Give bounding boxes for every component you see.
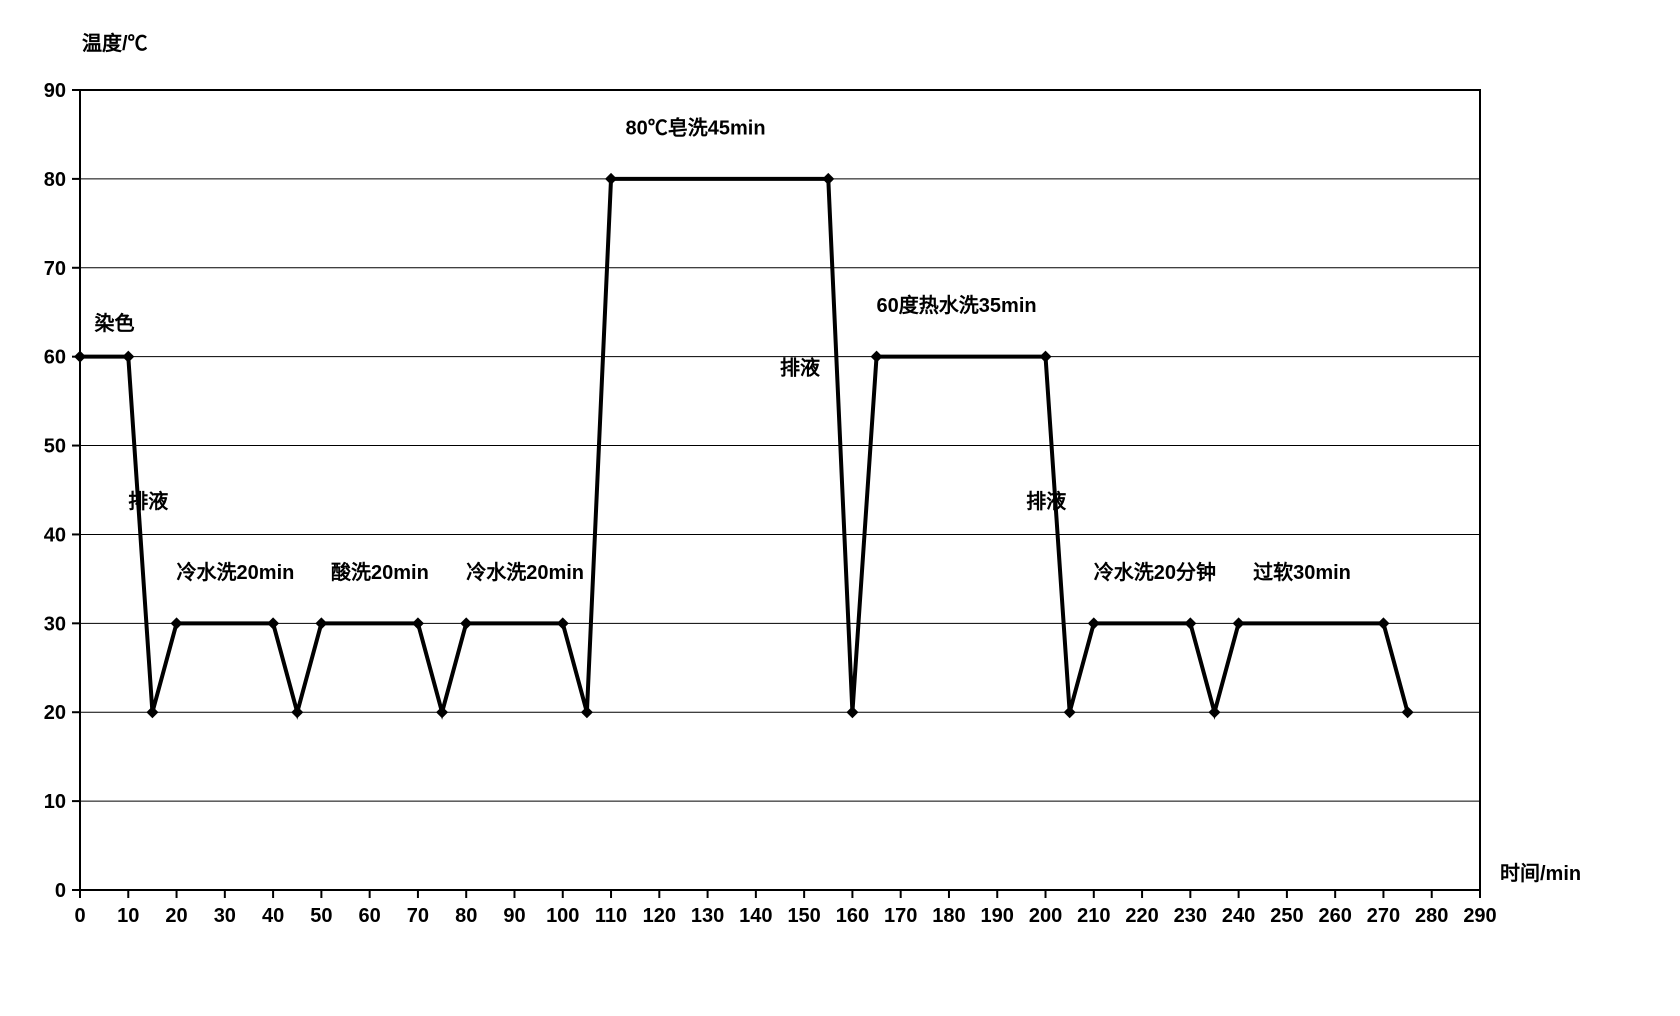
annotation: 排液 [128, 489, 169, 513]
x-tick-label: 120 [643, 905, 676, 927]
x-tick-label: 240 [1222, 905, 1255, 927]
x-tick-label: 80 [455, 905, 477, 927]
x-tick-label: 50 [310, 905, 332, 927]
x-tick-label: 200 [1029, 905, 1062, 927]
x-tick-label: 40 [262, 905, 284, 927]
x-tick-label: 250 [1270, 905, 1303, 927]
x-tick-label: 20 [165, 905, 187, 927]
x-tick-label: 220 [1125, 905, 1158, 927]
y-tick-label: 0 [55, 880, 66, 902]
y-tick-label: 50 [44, 436, 66, 458]
y-tick-label: 40 [44, 524, 66, 546]
x-tick-label: 130 [691, 905, 724, 927]
x-tick-label: 0 [74, 905, 85, 927]
x-tick-label: 30 [214, 905, 236, 927]
annotation: 排液 [780, 355, 821, 379]
x-tick-label: 190 [981, 905, 1014, 927]
y-tick-label: 20 [44, 702, 66, 724]
annotation: 排液 [1026, 489, 1067, 513]
x-tick-label: 140 [739, 905, 772, 927]
annotation: 冷水洗20分钟 [1094, 560, 1216, 584]
x-tick-label: 290 [1463, 905, 1496, 927]
x-tick-label: 160 [836, 905, 869, 927]
y-tick-label: 80 [44, 169, 66, 191]
x-axis-title: 时间/min [1500, 862, 1581, 885]
x-tick-label: 210 [1077, 905, 1110, 927]
annotation: 60度热水洗35min [877, 293, 1037, 317]
x-tick-label: 150 [787, 905, 820, 927]
x-tick-label: 70 [407, 905, 429, 927]
x-tick-label: 110 [595, 905, 627, 927]
y-tick-label: 60 [44, 347, 66, 369]
x-tick-label: 260 [1318, 905, 1351, 927]
y-axis-title: 温度/℃ [82, 31, 148, 55]
annotation: 酸洗20min [331, 560, 429, 584]
y-tick-label: 10 [44, 791, 66, 813]
x-tick-label: 90 [503, 905, 525, 927]
y-tick-label: 90 [44, 80, 66, 102]
x-tick-label: 270 [1367, 905, 1400, 927]
x-tick-label: 280 [1415, 905, 1448, 927]
x-tick-label: 230 [1174, 905, 1207, 927]
x-tick-label: 10 [117, 905, 139, 927]
x-tick-label: 100 [546, 905, 579, 927]
process-chart: 0 10 20 30 40 50 60 70 80 90 温度/℃ 0 10 20 30 40 50 60 70 80… [20, 20, 1660, 996]
annotation: 过软30min [1253, 560, 1351, 584]
x-tick-label: 60 [359, 905, 381, 927]
y-tick-label: 70 [44, 258, 66, 280]
annotation: 染色 [94, 311, 134, 335]
annotation: 冷水洗20min [177, 560, 295, 584]
x-tick-label: 180 [932, 905, 965, 927]
x-tick-label: 170 [884, 905, 917, 927]
y-tick-label: 30 [44, 613, 66, 635]
annotation: 80℃皂洗45min [626, 115, 766, 139]
annotation: 冷水洗20min [466, 560, 584, 584]
chart-svg: 0 10 20 30 40 50 60 70 80 90 温度/℃ 0 10 20 30 40 50 60 70 80… [20, 20, 1660, 996]
